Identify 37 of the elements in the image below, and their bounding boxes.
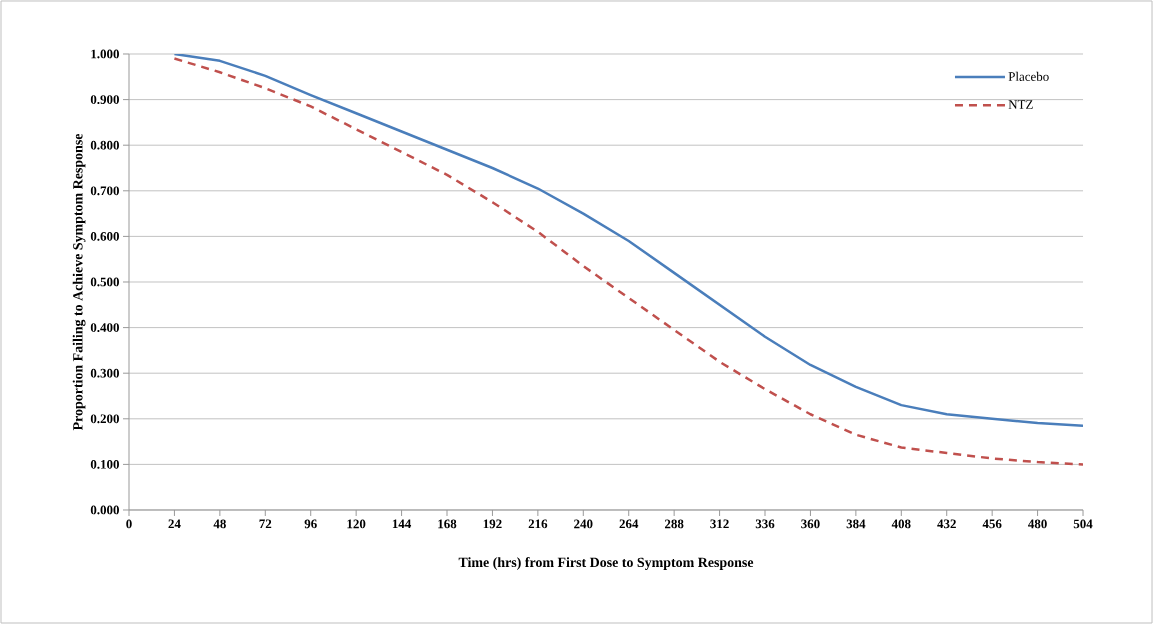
y-tick-label: 0.500 xyxy=(90,277,119,287)
x-tick-label: 216 xyxy=(528,519,548,529)
y-tick-label: 0.900 xyxy=(90,95,119,104)
x-tick-label: 72 xyxy=(259,519,272,529)
x-tick-label: 336 xyxy=(755,519,775,529)
x-tick-label: 312 xyxy=(710,519,729,529)
x-tick-label: 144 xyxy=(392,519,412,529)
y-tick-label: 0.600 xyxy=(90,232,119,241)
x-tick-label: 120 xyxy=(347,519,366,529)
x-tick-label: 240 xyxy=(574,519,593,529)
y-tick-label: 0.200 xyxy=(90,414,119,424)
x-tick-label: 288 xyxy=(664,519,684,529)
x-tick-label: 192 xyxy=(483,519,502,529)
y-tick-label: 0.400 xyxy=(90,323,119,332)
x-axis-title: Time (hrs) from First Dose to Symptom Response xyxy=(458,557,754,570)
x-tick-label: 168 xyxy=(438,519,457,529)
x-tick-label: 480 xyxy=(1028,519,1047,529)
x-tick-label: 0 xyxy=(126,519,132,529)
x-tick-label: 360 xyxy=(801,519,820,529)
y-tick-label: 0.700 xyxy=(90,186,119,196)
x-tick-label: 96 xyxy=(304,519,317,529)
x-tick-label: 24 xyxy=(168,519,181,529)
y-tick-label: 0.100 xyxy=(90,460,119,469)
x-tick-label: 384 xyxy=(846,519,866,529)
x-tick-label: 264 xyxy=(619,519,639,529)
x-tick-label: 504 xyxy=(1073,519,1093,529)
x-tick-label: 432 xyxy=(937,519,956,529)
x-tick-label: 456 xyxy=(982,519,1002,529)
x-tick-label: 48 xyxy=(213,519,226,529)
legend-label: NTZ xyxy=(1008,100,1033,109)
y-tick-label: 0.800 xyxy=(90,140,119,150)
y-tick-label: 0.300 xyxy=(90,368,119,378)
y-axis-title: Proportion Failing to Achieve Symptom Response xyxy=(72,133,86,431)
legend-label: Placebo xyxy=(1008,71,1049,81)
x-tick-label: 408 xyxy=(891,519,911,529)
y-tick-label: 1.000 xyxy=(91,49,119,59)
y-tick-label: 0.000 xyxy=(90,505,119,515)
